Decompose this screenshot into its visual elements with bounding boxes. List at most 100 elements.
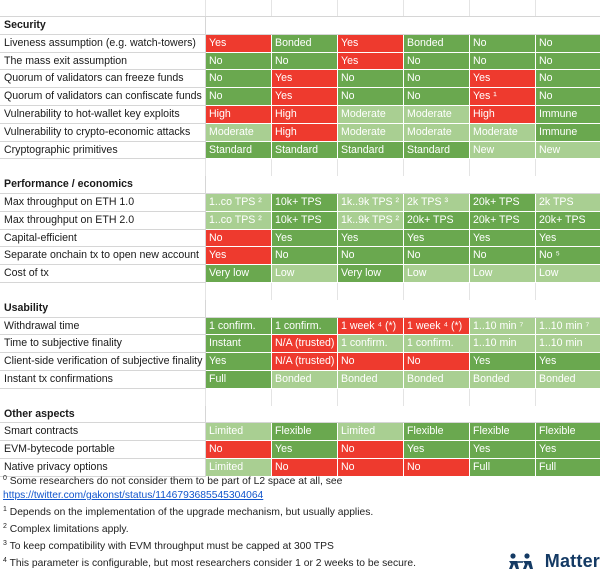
empty-cell bbox=[1, 282, 206, 299]
value-cell: No bbox=[536, 52, 600, 70]
value-cell: Standard bbox=[338, 141, 404, 159]
value-cell: No bbox=[536, 88, 600, 106]
value-cell: N/A (trusted) bbox=[272, 353, 338, 371]
value-cell: No bbox=[536, 34, 600, 52]
empty-cell bbox=[536, 159, 600, 176]
footnote-text: Depends on the implementation of the upg… bbox=[7, 507, 373, 518]
table-row: Vulnerability to crypto-economic attacks… bbox=[1, 123, 600, 141]
row-label: Client-side verification of subjective f… bbox=[1, 353, 206, 371]
value-cell: Flexible bbox=[536, 423, 600, 441]
value-cell: Bonded bbox=[272, 370, 338, 388]
row-label: Max throughput on ETH 1.0 bbox=[1, 193, 206, 211]
empty-cell bbox=[338, 282, 404, 299]
empty-cell bbox=[206, 299, 272, 317]
empty-cell bbox=[470, 17, 536, 35]
value-cell: Yes bbox=[470, 353, 536, 371]
footnote-text: This parameter is configurable, but most… bbox=[7, 558, 416, 569]
empty-cell bbox=[272, 176, 338, 194]
empty-cell bbox=[536, 176, 600, 194]
empty-cell bbox=[338, 1, 404, 17]
value-cell: Yes bbox=[404, 229, 470, 247]
row-label: Smart contracts bbox=[1, 423, 206, 441]
value-cell: 1..10 min ⁷ bbox=[470, 317, 536, 335]
value-cell: High bbox=[470, 105, 536, 123]
empty-cell bbox=[272, 1, 338, 17]
value-cell: Moderate bbox=[404, 123, 470, 141]
empty-cell bbox=[272, 159, 338, 176]
section-title: Performance / economics bbox=[1, 176, 206, 194]
tweet-link[interactable]: https://twitter.com/gakonst/status/11467… bbox=[3, 490, 263, 501]
footnote: 3 To keep compatibility with EVM through… bbox=[3, 537, 593, 554]
value-cell: Low bbox=[404, 265, 470, 283]
value-cell: Yes bbox=[470, 229, 536, 247]
value-cell: No bbox=[272, 52, 338, 70]
value-cell: Bonded bbox=[470, 370, 536, 388]
empty-cell bbox=[404, 282, 470, 299]
empty-cell bbox=[206, 176, 272, 194]
footnotes: 0 Some researchers do not consider them … bbox=[3, 472, 593, 571]
value-cell: No bbox=[206, 70, 272, 88]
value-cell: Moderate bbox=[470, 123, 536, 141]
value-cell: Immune bbox=[536, 105, 600, 123]
empty-cell bbox=[536, 282, 600, 299]
value-cell: No bbox=[272, 247, 338, 265]
value-cell: 1 confirm. bbox=[404, 335, 470, 353]
footnote: 0 Some researchers do not consider them … bbox=[3, 472, 593, 489]
value-cell: Bonded bbox=[338, 370, 404, 388]
empty-cell bbox=[206, 1, 272, 17]
empty-cell bbox=[470, 299, 536, 317]
section-title: Other aspects bbox=[1, 405, 206, 423]
value-cell: Moderate bbox=[206, 123, 272, 141]
top-strip bbox=[1, 1, 600, 17]
value-cell: Bonded bbox=[536, 370, 600, 388]
value-cell: Limited bbox=[338, 423, 404, 441]
value-cell: Yes bbox=[206, 34, 272, 52]
empty-cell bbox=[404, 176, 470, 194]
value-cell: 1..co TPS ² bbox=[206, 211, 272, 229]
value-cell: Flexible bbox=[470, 423, 536, 441]
empty-cell bbox=[470, 176, 536, 194]
section-header-row: Security bbox=[1, 17, 600, 35]
value-cell: Moderate bbox=[404, 105, 470, 123]
empty-cell bbox=[536, 1, 600, 17]
value-cell: No bbox=[206, 52, 272, 70]
empty-cell bbox=[536, 388, 600, 405]
empty-cell bbox=[272, 405, 338, 423]
value-cell: No bbox=[338, 247, 404, 265]
value-cell: No bbox=[404, 70, 470, 88]
value-cell: No bbox=[338, 353, 404, 371]
footnote-link[interactable]: https://twitter.com/gakonst/status/11467… bbox=[3, 489, 593, 503]
empty-cell bbox=[272, 17, 338, 35]
row-label: Vulnerability to crypto-economic attacks bbox=[1, 123, 206, 141]
value-cell: 20k+ TPS bbox=[470, 211, 536, 229]
row-label: Withdrawal time bbox=[1, 317, 206, 335]
matter-logo: Matter bbox=[507, 552, 600, 570]
empty-cell bbox=[404, 159, 470, 176]
value-cell: Low bbox=[470, 265, 536, 283]
value-cell: High bbox=[272, 105, 338, 123]
value-cell: No bbox=[470, 247, 536, 265]
value-cell: Standard bbox=[404, 141, 470, 159]
section-header-row: Usability bbox=[1, 299, 600, 317]
people-icon bbox=[507, 552, 545, 570]
value-cell: Immune bbox=[536, 123, 600, 141]
footnote-text: Complex limitations apply. bbox=[7, 524, 129, 535]
value-cell: No bbox=[338, 88, 404, 106]
value-cell: 1..co TPS ² bbox=[206, 193, 272, 211]
footnote: 1 Depends on the implementation of the u… bbox=[3, 503, 593, 520]
empty-cell bbox=[1, 1, 206, 17]
value-cell: Yes ¹ bbox=[470, 88, 536, 106]
value-cell: High bbox=[272, 123, 338, 141]
value-cell: 20k+ TPS bbox=[470, 193, 536, 211]
empty-cell bbox=[338, 299, 404, 317]
value-cell: Low bbox=[536, 265, 600, 283]
table-row: Vulnerability to hot-wallet key exploits… bbox=[1, 105, 600, 123]
empty-cell bbox=[206, 405, 272, 423]
